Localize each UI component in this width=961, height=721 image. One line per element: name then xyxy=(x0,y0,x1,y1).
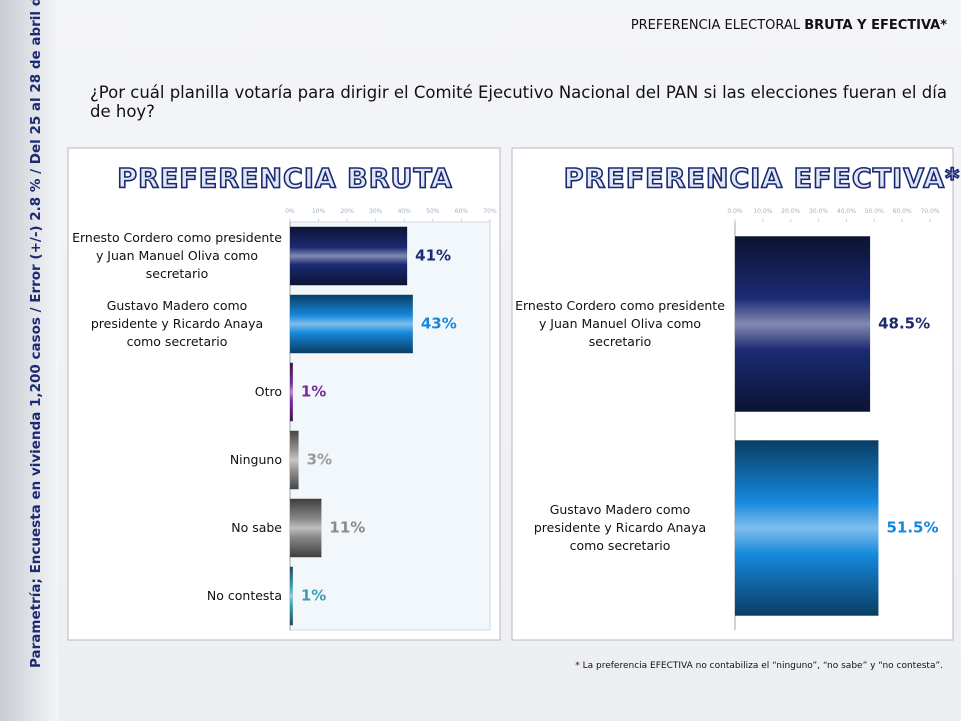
value-label: 51.5% xyxy=(886,519,938,537)
bar xyxy=(290,362,293,422)
value-label: 11% xyxy=(329,519,365,537)
category-label: Ninguno xyxy=(229,452,282,467)
footnote: * La preferencia EFECTIVA no contabiliza… xyxy=(575,661,943,671)
bar xyxy=(290,226,408,286)
bar xyxy=(735,440,879,616)
side-strip xyxy=(0,0,58,721)
value-label: 3% xyxy=(307,451,332,469)
x-tick-label: 20% xyxy=(340,208,354,215)
x-tick-label: 0% xyxy=(285,208,295,215)
category-label: Ernesto Cordero como presidente y Juan M… xyxy=(72,230,282,281)
header-emphasis: BRUTA Y EFECTIVA* xyxy=(804,18,947,33)
x-tick-label: 10.0% xyxy=(753,208,772,215)
chart-title: PREFERENCIA BRUTA xyxy=(117,164,452,195)
x-tick-label: 70% xyxy=(483,208,497,215)
chart-title: PREFERENCIA EFECTIVA* xyxy=(564,164,961,195)
value-label: 41% xyxy=(415,247,451,265)
category-label: No sabe xyxy=(231,520,282,535)
x-tick-label: 10% xyxy=(312,208,326,215)
x-tick-label: 40% xyxy=(398,208,412,215)
source-note: Parametría; Encuesta en vivienda 1,200 c… xyxy=(28,0,44,668)
category-label: Gustavo Madero como presidente y Ricardo… xyxy=(533,502,707,553)
value-label: 1% xyxy=(301,587,326,605)
x-tick-label: 30.0% xyxy=(809,208,828,215)
category-label: Gustavo Madero como presidente y Ricardo… xyxy=(90,298,264,349)
header: PREFERENCIA ELECTORAL BRUTA Y EFECTIVA* xyxy=(631,18,947,33)
value-label: 48.5% xyxy=(878,315,930,333)
x-tick-label: 20.0% xyxy=(781,208,800,215)
bar xyxy=(290,430,299,490)
x-tick-label: 60% xyxy=(455,208,469,215)
bar xyxy=(290,294,413,354)
category-label: Ernesto Cordero como presidente y Juan M… xyxy=(515,298,725,349)
header-prefix: PREFERENCIA ELECTORAL xyxy=(630,18,801,33)
x-tick-label: 30% xyxy=(369,208,383,215)
category-label: No contesta xyxy=(206,588,282,603)
x-tick-label: 70.0% xyxy=(920,208,939,215)
x-tick-label: 50.0% xyxy=(865,208,884,215)
bar xyxy=(290,566,293,626)
question: ¿Por cuál planilla votaría para dirigir … xyxy=(90,83,947,121)
bar xyxy=(735,236,871,412)
plot-area xyxy=(289,221,491,631)
category-label: Otro xyxy=(254,384,282,399)
x-tick-label: 40.0% xyxy=(837,208,856,215)
value-label: 1% xyxy=(301,383,326,401)
bar xyxy=(290,498,322,558)
x-tick-label: 60.0% xyxy=(893,208,912,215)
x-tick-label: 50% xyxy=(426,208,440,215)
x-tick-label: 0.0% xyxy=(727,208,743,215)
value-label: 43% xyxy=(421,315,457,333)
